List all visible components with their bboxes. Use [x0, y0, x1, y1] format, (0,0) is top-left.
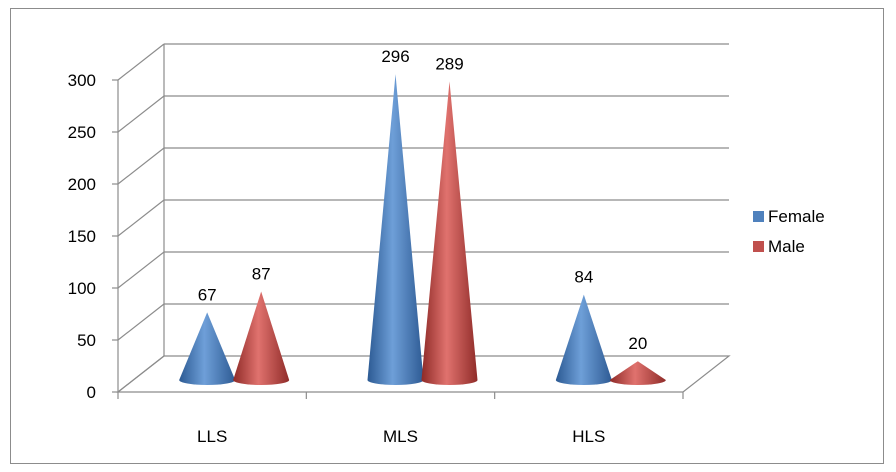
gridline-depth	[117, 95, 165, 133]
y-tick-label: 250	[68, 123, 96, 142]
x-tick-label: HLS	[572, 427, 605, 446]
y-tick-label: 300	[68, 71, 96, 90]
legend: Female Male	[753, 207, 825, 256]
y-axis-ticks: 0 50 100 150 200 250 300	[68, 71, 118, 402]
legend-swatch	[753, 211, 764, 222]
y-tick-label: 0	[87, 383, 96, 402]
x-tick-label: LLS	[197, 427, 227, 446]
data-label: 20	[628, 334, 647, 353]
y-tick-label: 200	[68, 175, 96, 194]
legend-label: Female	[768, 207, 825, 226]
y-tick-label: 150	[68, 227, 96, 246]
cone-male-hls	[609, 361, 666, 385]
cone-female-mls	[367, 74, 424, 385]
cone-female-hls	[555, 294, 612, 385]
gridline-depth	[117, 303, 165, 341]
data-label: 296	[381, 47, 409, 66]
data-label: 289	[435, 54, 463, 73]
legend-item-male: Male	[753, 237, 805, 256]
legend-label: Male	[768, 237, 805, 256]
gridline-depth	[117, 199, 165, 237]
cone-male-lls	[233, 291, 290, 385]
cone-female-lls	[179, 312, 236, 385]
data-labels: 67 87 296 289 84 20	[198, 47, 648, 353]
legend-item-female: Female	[753, 207, 825, 226]
y-tick-label: 50	[77, 331, 96, 350]
gridline-depth	[117, 147, 165, 185]
gridline-depth	[117, 43, 165, 81]
gridline-depth	[117, 355, 165, 393]
data-label: 67	[198, 285, 217, 304]
gridline-depth	[117, 251, 165, 289]
data-label: 84	[574, 268, 593, 287]
cone-marks	[179, 74, 666, 385]
y-tick-label: 100	[68, 279, 96, 298]
legend-swatch	[753, 241, 764, 252]
cone-male-mls	[421, 81, 478, 385]
data-label: 87	[252, 265, 271, 284]
x-axis: LLS MLS HLS	[117, 392, 684, 446]
x-tick-label: MLS	[383, 427, 418, 446]
